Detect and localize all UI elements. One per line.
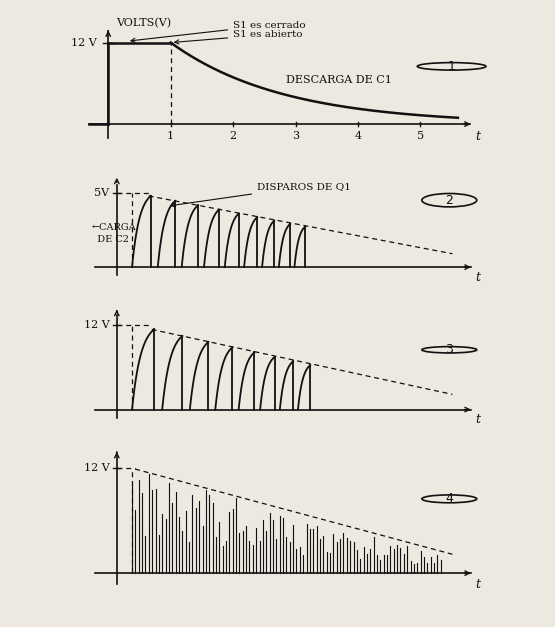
Text: 4: 4 (445, 492, 453, 505)
Text: S1 es cerrado: S1 es cerrado (131, 21, 306, 43)
Text: 1: 1 (167, 131, 174, 141)
Text: ←CARGA
  DE C2: ←CARGA DE C2 (91, 223, 136, 244)
Text: DESCARGA DE C1: DESCARGA DE C1 (286, 75, 392, 85)
Text: 12 V: 12 V (71, 38, 97, 48)
Text: t: t (475, 130, 481, 142)
Text: VOLTS(V): VOLTS(V) (116, 18, 171, 29)
Text: 3: 3 (292, 131, 299, 141)
Text: 4: 4 (355, 131, 361, 141)
Text: 2: 2 (230, 131, 236, 141)
Text: DISPAROS DE Q1: DISPAROS DE Q1 (171, 182, 351, 207)
Text: 12 V: 12 V (84, 463, 109, 473)
Text: 12 V: 12 V (84, 320, 109, 330)
Text: t: t (476, 577, 481, 591)
Text: 1: 1 (448, 60, 456, 73)
Text: 2: 2 (445, 194, 453, 207)
Text: 5: 5 (417, 131, 424, 141)
Text: 5V: 5V (94, 187, 109, 198)
Text: t: t (476, 413, 481, 426)
Text: S1 es abierto: S1 es abierto (175, 30, 302, 44)
Text: t: t (476, 271, 481, 283)
Text: 3: 3 (445, 344, 453, 356)
